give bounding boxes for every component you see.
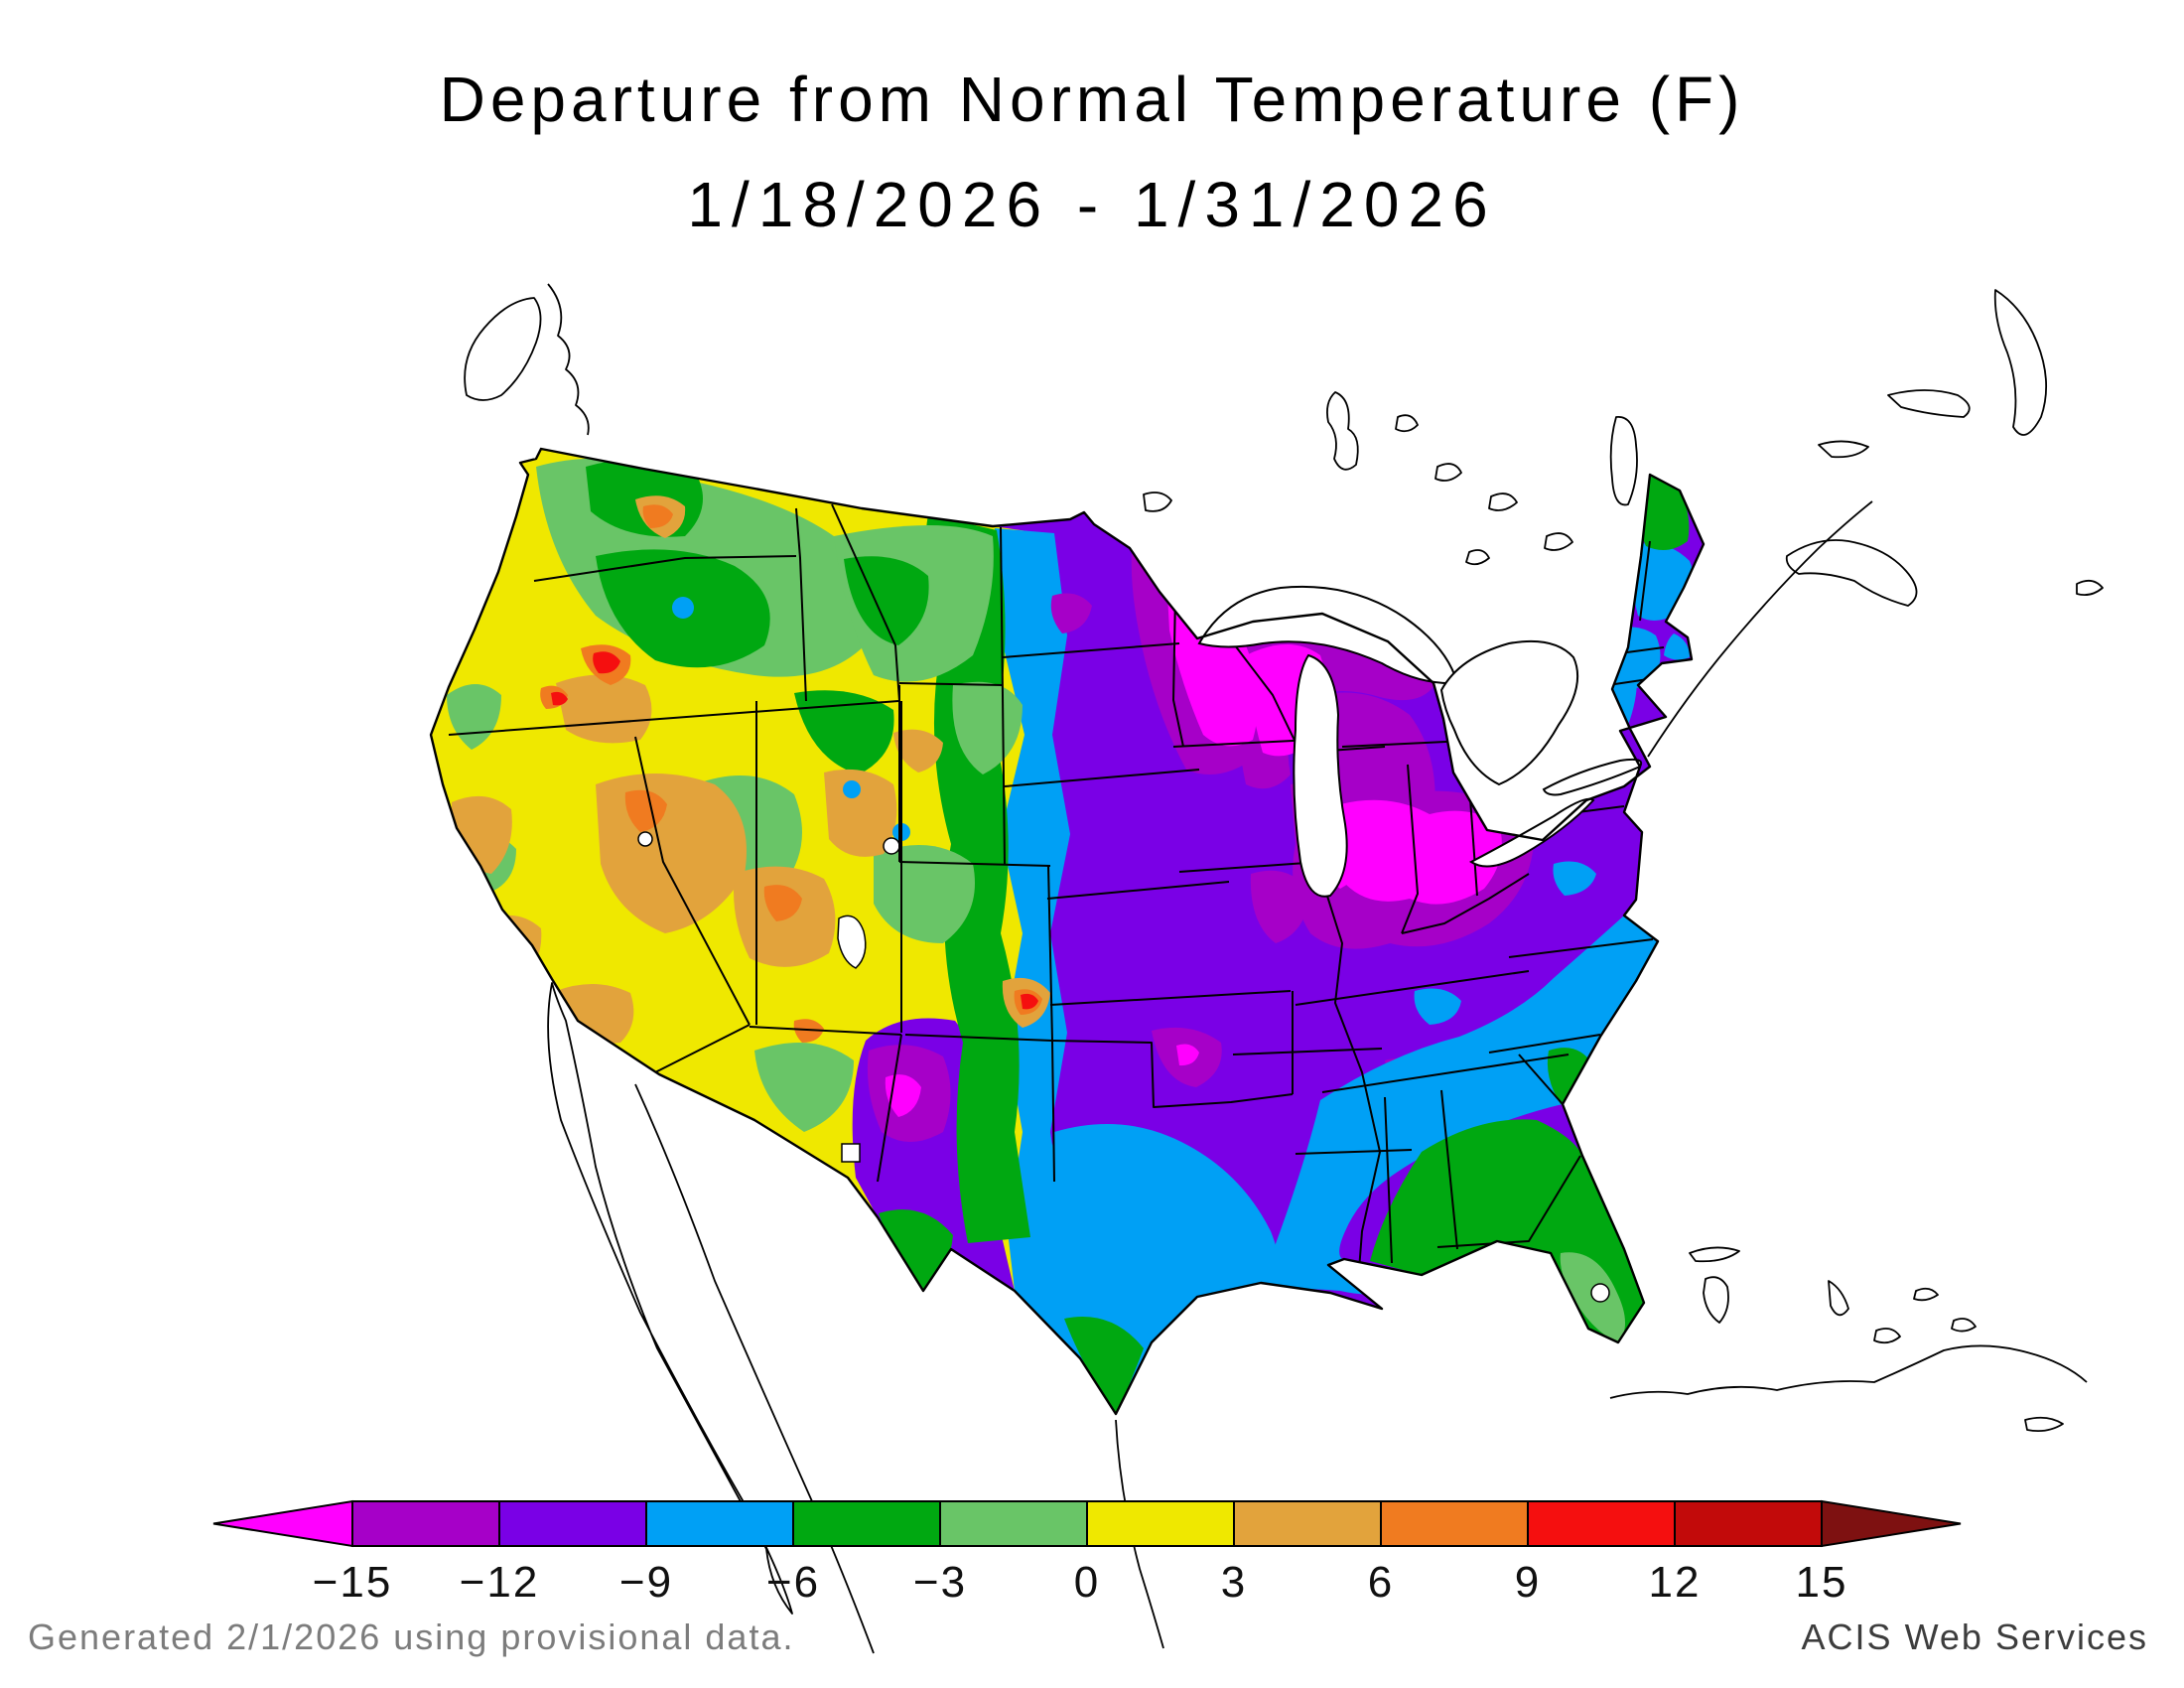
st-lawrence bbox=[1647, 500, 1873, 758]
colorbar-right-arrow bbox=[1821, 1499, 1962, 1548]
bahamas bbox=[1689, 1246, 1977, 1344]
lake-nipigon bbox=[1609, 416, 1638, 506]
gaspe-nova-scotia bbox=[1785, 289, 2048, 607]
lake-huron bbox=[1439, 639, 1579, 786]
lake-okeechobee bbox=[1590, 1283, 1610, 1303]
lake-tahoe bbox=[637, 831, 653, 847]
colorbar-tick-label: 12 bbox=[1649, 1558, 1702, 1607]
colorbar-tick-label: −9 bbox=[619, 1558, 673, 1607]
colorbar-tick-label: −12 bbox=[460, 1558, 540, 1607]
colorbar-segment bbox=[1527, 1500, 1676, 1547]
mexico-gulf-coast bbox=[1115, 1419, 1164, 1649]
colorbar-segment bbox=[1380, 1500, 1529, 1547]
lake-michigan bbox=[1293, 653, 1348, 898]
lake-of-the-woods bbox=[1143, 492, 1172, 512]
lake-erie bbox=[1469, 797, 1595, 868]
colorbar-tick-label: 15 bbox=[1796, 1558, 1848, 1607]
antilles-bits bbox=[2024, 1416, 2064, 1433]
colorbar-tick-label: 9 bbox=[1515, 1558, 1541, 1607]
footer-credit: ACIS Web Services bbox=[1801, 1617, 2148, 1657]
colorbar-left-arrow bbox=[212, 1499, 353, 1548]
baja-california bbox=[547, 982, 793, 1615]
map-title: Departure from Normal Temperature (F) bbox=[439, 64, 1745, 135]
colorbar-segment bbox=[498, 1500, 647, 1547]
state-borders bbox=[448, 503, 1665, 1284]
date-range: 1/18/2026 - 1/31/2026 bbox=[687, 169, 1497, 240]
no-data-box bbox=[841, 1143, 861, 1163]
colorbar-segment bbox=[1674, 1500, 1823, 1547]
colorbar-segment bbox=[792, 1500, 941, 1547]
colorbar-segment bbox=[939, 1500, 1088, 1547]
great-salt-lake bbox=[837, 914, 867, 969]
vancouver-island bbox=[464, 297, 542, 401]
colorbar-segment bbox=[645, 1500, 794, 1547]
great-lakes bbox=[1197, 585, 1642, 898]
colorbar-segment bbox=[1233, 1500, 1382, 1547]
mexico-west-coast bbox=[634, 1083, 875, 1654]
newfoundland-bits bbox=[2076, 579, 2104, 597]
lake-winnipeg bbox=[1326, 391, 1359, 471]
cuba bbox=[1609, 1344, 2088, 1399]
colorbar-tick-label: −15 bbox=[313, 1558, 393, 1607]
bc-coast bbox=[547, 283, 590, 436]
footer-generated: Generated 2/1/2026 using provisional dat… bbox=[28, 1617, 795, 1657]
page-title: Departure from Normal Temperature (F) 1/… bbox=[0, 68, 2184, 236]
colorbar-tick-label: 3 bbox=[1221, 1558, 1247, 1607]
canadian-lakes bbox=[1395, 414, 1573, 566]
colorbar-segment bbox=[1086, 1500, 1235, 1547]
neighbor-outlines bbox=[464, 283, 2104, 1654]
colorbar-tick-label: −3 bbox=[913, 1558, 967, 1607]
colorbar-tick-label: 6 bbox=[1368, 1558, 1394, 1607]
colorbar-segment bbox=[351, 1500, 500, 1547]
colorbar-tick-label: 0 bbox=[1074, 1558, 1100, 1607]
colorbar-tick-label: −6 bbox=[766, 1558, 820, 1607]
